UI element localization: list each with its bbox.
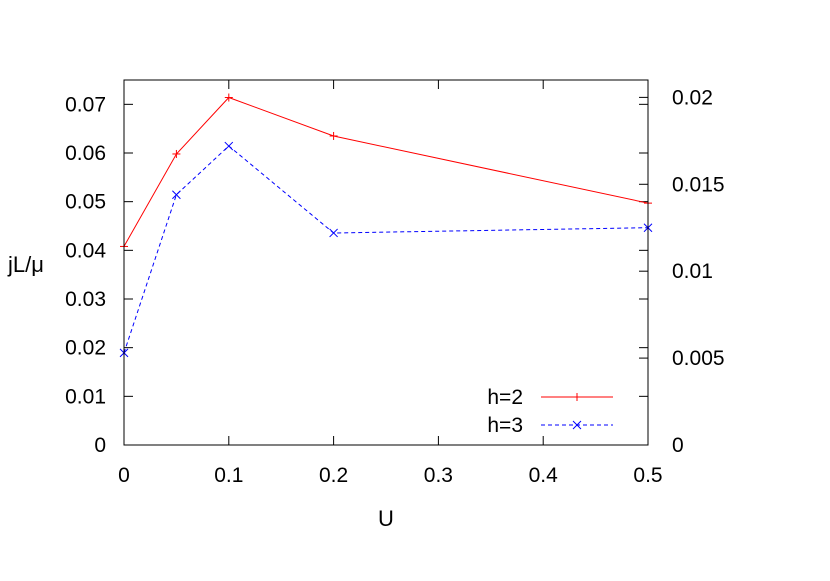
data-point-s2-4-d2: [329, 228, 338, 238]
x-ticks: 0 0.1 0.2 0.3 0.4 0.5: [118, 80, 663, 487]
x-tick-label: 0.2: [319, 464, 348, 487]
y-tick-label-right: 0: [672, 434, 684, 457]
y-tick-label-right: 0.015: [672, 173, 725, 196]
y-tick-label-right: 0.005: [672, 347, 725, 370]
series-markers: [119, 93, 653, 358]
x-tick-label: 0.4: [529, 464, 559, 487]
legend-marker-2-d2: [572, 420, 582, 430]
x-tick-label: 0.5: [633, 464, 662, 487]
series-line-1: [123, 96, 649, 247]
plot-frame: [123, 79, 649, 446]
y-tick-label-left: 0.06: [65, 142, 106, 165]
x-tick-label: 0: [118, 464, 130, 487]
data-point-s2-2-d2: [172, 190, 181, 200]
x-tick-label: 0.3: [424, 464, 453, 487]
y-tick-label-left: 0.07: [65, 93, 106, 116]
y-tick-label-left: 0: [94, 434, 106, 457]
legend-label-2: h=3: [487, 414, 523, 437]
x-tick-label: 0.1: [214, 464, 243, 487]
data-point-s2-3-d2: [224, 141, 234, 151]
y-axis-label: jL/μ: [7, 252, 44, 277]
y-tick-label-left: 0.02: [65, 337, 106, 360]
y-tick-label-right: 0.01: [672, 260, 713, 283]
series-lines: [123, 96, 649, 354]
y-tick-label-left: 0.01: [65, 385, 106, 408]
legend-label-1: h=2: [487, 386, 523, 409]
y-tick-label-left: 0.04: [65, 239, 106, 262]
y-ticks-left: 0 0.01 0.02 0.03 0.04 0.05 0.06 0.07: [65, 93, 648, 457]
series-line-2: [123, 145, 649, 354]
legend: h=2h=3: [487, 386, 613, 437]
y-tick-label-right: 0.02: [672, 86, 713, 109]
x-axis-label: U: [378, 506, 394, 531]
y-tick-label-left: 0.03: [65, 288, 106, 311]
y-ticks-right: 0 0.005 0.01 0.015 0.02: [639, 86, 725, 457]
y-tick-label-left: 0.05: [65, 191, 106, 214]
